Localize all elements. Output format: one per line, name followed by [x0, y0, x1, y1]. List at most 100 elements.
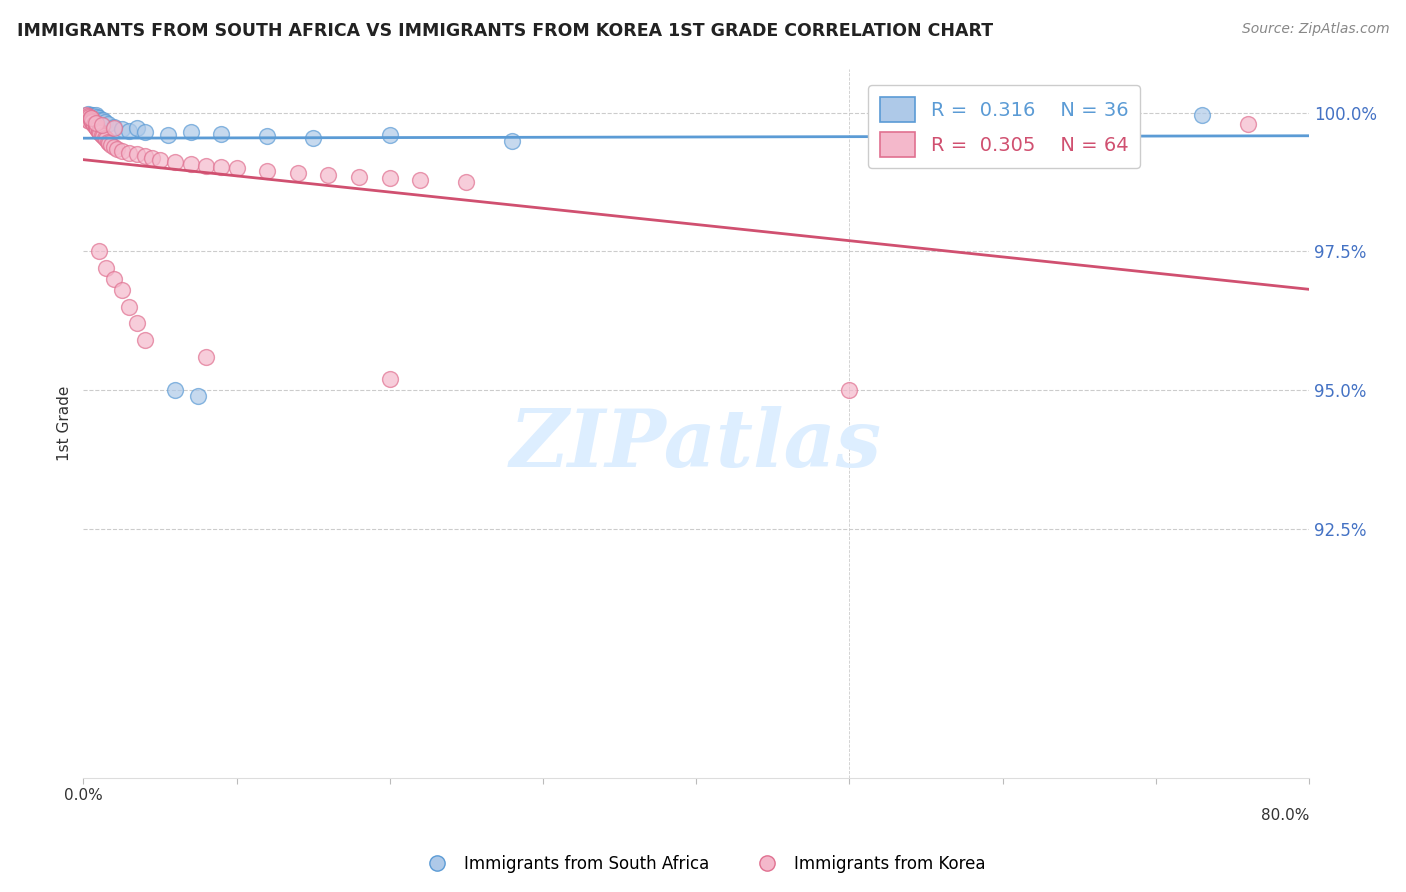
- Point: [79, 109, 101, 123]
- Point: [77, 110, 100, 124]
- Point: [90, 114, 112, 128]
- Point: [1191, 107, 1213, 121]
- Point: [84, 110, 107, 124]
- Point: [80, 110, 103, 124]
- Point: [318, 168, 340, 182]
- Point: [347, 169, 370, 184]
- Point: [180, 125, 202, 139]
- Point: [96, 132, 118, 146]
- Text: IMMIGRANTS FROM SOUTH AFRICA VS IMMIGRANTS FROM KOREA 1ST GRADE CORRELATION CHAR: IMMIGRANTS FROM SOUTH AFRICA VS IMMIGRAN…: [17, 22, 993, 40]
- Point: [134, 149, 156, 163]
- Point: [501, 134, 523, 148]
- Point: [103, 120, 125, 134]
- Point: [225, 161, 247, 176]
- Y-axis label: 1st Grade: 1st Grade: [58, 385, 72, 461]
- Point: [77, 107, 100, 121]
- Point: [90, 128, 112, 142]
- Point: [105, 142, 128, 156]
- Point: [97, 135, 120, 149]
- Point: [97, 117, 120, 131]
- Point: [86, 110, 108, 124]
- Point: [456, 175, 478, 189]
- Point: [77, 109, 100, 123]
- Point: [83, 117, 105, 131]
- Point: [378, 128, 401, 142]
- Point: [91, 129, 114, 144]
- Point: [80, 112, 103, 126]
- Point: [378, 171, 401, 186]
- Point: [118, 300, 141, 314]
- Point: [165, 383, 187, 397]
- Point: [1236, 117, 1258, 131]
- Point: [110, 283, 132, 297]
- Point: [80, 112, 103, 127]
- Point: [209, 127, 232, 141]
- Point: [91, 113, 114, 128]
- Point: [409, 173, 432, 187]
- Point: [209, 160, 232, 174]
- Point: [156, 128, 179, 142]
- Point: [302, 130, 325, 145]
- Point: [84, 116, 107, 130]
- Point: [87, 125, 110, 139]
- Point: [79, 114, 101, 128]
- Point: [89, 127, 111, 141]
- Point: [110, 122, 132, 136]
- Point: [77, 112, 100, 127]
- Text: ZIPatlas: ZIPatlas: [510, 406, 882, 483]
- Point: [87, 112, 110, 126]
- Point: [194, 159, 217, 173]
- Point: [84, 120, 107, 134]
- Point: [82, 111, 104, 125]
- Legend: R =  0.316    N = 36, R =  0.305    N = 64: R = 0.316 N = 36, R = 0.305 N = 64: [869, 86, 1140, 169]
- Point: [110, 144, 132, 158]
- Point: [80, 112, 103, 126]
- Point: [75, 112, 97, 126]
- Point: [118, 145, 141, 160]
- Point: [187, 388, 209, 402]
- Point: [125, 147, 148, 161]
- Point: [84, 120, 107, 134]
- Point: [75, 109, 97, 123]
- Point: [82, 108, 104, 122]
- Point: [103, 140, 125, 154]
- Point: [125, 317, 148, 331]
- Point: [83, 109, 105, 123]
- Point: [287, 166, 309, 180]
- Point: [378, 372, 401, 386]
- Text: Source: ZipAtlas.com: Source: ZipAtlas.com: [1241, 22, 1389, 37]
- Point: [180, 157, 202, 171]
- Point: [84, 108, 107, 122]
- Point: [82, 115, 104, 129]
- Point: [93, 130, 115, 145]
- Point: [82, 114, 104, 128]
- Point: [134, 333, 156, 347]
- Point: [165, 154, 187, 169]
- Point: [98, 136, 121, 151]
- Point: [87, 244, 110, 259]
- Point: [87, 123, 110, 137]
- Point: [79, 110, 101, 124]
- Point: [75, 107, 97, 121]
- Text: 80.0%: 80.0%: [1261, 808, 1309, 823]
- Point: [194, 350, 217, 364]
- Point: [141, 151, 163, 165]
- Point: [103, 121, 125, 136]
- Point: [256, 129, 278, 144]
- Point: [1022, 107, 1045, 121]
- Point: [83, 112, 105, 126]
- Point: [256, 164, 278, 178]
- Point: [149, 153, 172, 167]
- Point: [125, 121, 148, 136]
- Point: [83, 118, 105, 132]
- Point: [80, 107, 103, 121]
- Point: [134, 125, 156, 139]
- Point: [79, 112, 101, 126]
- Point: [73, 110, 96, 124]
- Point: [96, 260, 118, 275]
- Legend: Immigrants from South Africa, Immigrants from Korea: Immigrants from South Africa, Immigrants…: [413, 848, 993, 880]
- Point: [86, 122, 108, 136]
- Point: [89, 112, 111, 127]
- Point: [100, 138, 122, 153]
- Point: [90, 118, 112, 132]
